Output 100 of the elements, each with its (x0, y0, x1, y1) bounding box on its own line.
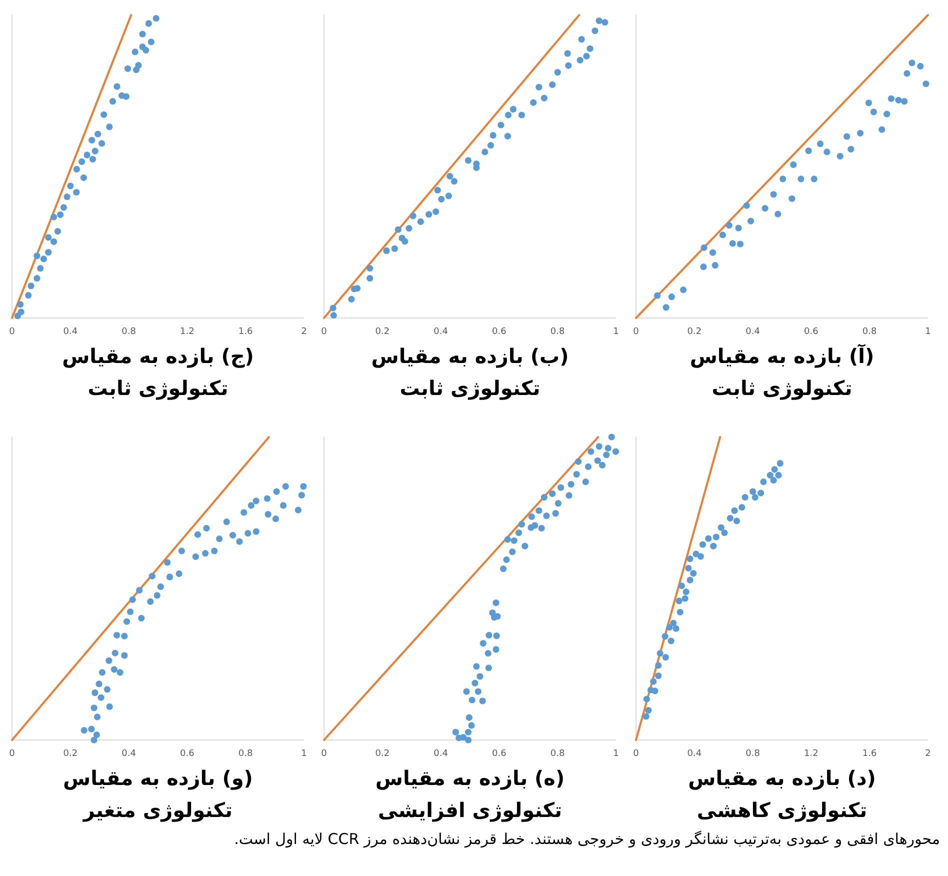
point (229, 532, 236, 538)
point (240, 509, 248, 516)
x-tick-label: 0 (321, 327, 328, 337)
point (602, 18, 608, 26)
point (552, 510, 559, 517)
point (366, 265, 374, 272)
point (504, 132, 511, 140)
point (176, 570, 182, 577)
point (566, 492, 572, 499)
point (672, 625, 680, 632)
point (272, 516, 279, 522)
point (468, 722, 475, 729)
point (492, 599, 500, 606)
point (152, 15, 160, 22)
point (766, 472, 774, 478)
point (480, 640, 486, 647)
point (510, 537, 518, 544)
point (528, 513, 535, 520)
point (731, 507, 738, 514)
point (106, 657, 112, 664)
text: محورهای افقی و عمودی به‌ترتیب نشانگر ورودی و خروجی هستند. خط قرمز نشان‌دهنده مرز CCR لایه اول است. (233, 830, 940, 848)
point (136, 587, 143, 594)
point (490, 132, 496, 139)
x-tick-label: 0 (9, 749, 16, 759)
point (612, 448, 620, 455)
point (922, 80, 930, 88)
point (93, 732, 100, 738)
point (80, 174, 87, 182)
point (121, 632, 128, 640)
point (743, 202, 750, 209)
point (676, 598, 682, 604)
point (836, 152, 844, 160)
point (588, 448, 594, 455)
point (824, 148, 830, 156)
point (848, 146, 854, 153)
point (643, 696, 650, 702)
point (132, 48, 138, 56)
point (901, 98, 908, 105)
point (700, 244, 708, 252)
point (710, 542, 717, 550)
point (509, 548, 516, 556)
point (124, 65, 132, 72)
point (718, 524, 724, 531)
point (147, 598, 154, 605)
point (538, 524, 545, 532)
point (473, 663, 480, 670)
point (112, 650, 118, 656)
point (464, 157, 472, 164)
x-tick-label: 1.2 (804, 749, 818, 759)
point (540, 494, 548, 501)
point (503, 556, 510, 564)
point (573, 470, 580, 478)
point (870, 108, 877, 116)
point (790, 161, 797, 168)
point (88, 136, 96, 144)
point (596, 443, 602, 450)
point (493, 632, 500, 640)
point (650, 678, 657, 685)
point (282, 483, 289, 490)
point (666, 624, 673, 631)
point (466, 714, 472, 721)
x-tick-label: 0.4 (122, 749, 136, 759)
point (575, 458, 582, 465)
point (788, 195, 796, 202)
point (596, 17, 602, 24)
x-tick-label: 0.6 (492, 327, 507, 337)
point (84, 152, 90, 158)
point (78, 158, 86, 165)
point (474, 688, 482, 695)
point (603, 452, 610, 458)
point (865, 100, 872, 106)
point (264, 510, 272, 518)
point (576, 56, 584, 64)
x-tick-label: 0.8 (122, 327, 136, 337)
point (92, 148, 98, 154)
point (121, 652, 128, 659)
point (721, 529, 728, 536)
point (856, 130, 864, 136)
point (330, 304, 336, 312)
point (50, 238, 58, 245)
point (402, 238, 408, 245)
x-tick-label: 1.6 (862, 749, 878, 759)
point (479, 698, 486, 704)
point (110, 666, 118, 673)
point (109, 98, 116, 105)
point (752, 494, 758, 501)
x-tick-label: 0.6 (804, 327, 819, 337)
point (73, 166, 80, 173)
point (510, 106, 517, 113)
point (192, 553, 199, 560)
point (123, 618, 130, 625)
point (549, 490, 556, 497)
text: (د) بازده به مقیاس تکنولوژی کاهشی (687, 765, 877, 824)
point (584, 463, 592, 470)
point (699, 541, 706, 548)
point (652, 688, 658, 694)
x-tick-label: 0.2 (687, 327, 702, 337)
point (252, 528, 260, 535)
x-tick-label: 0.6 (180, 749, 195, 759)
point (686, 576, 694, 584)
